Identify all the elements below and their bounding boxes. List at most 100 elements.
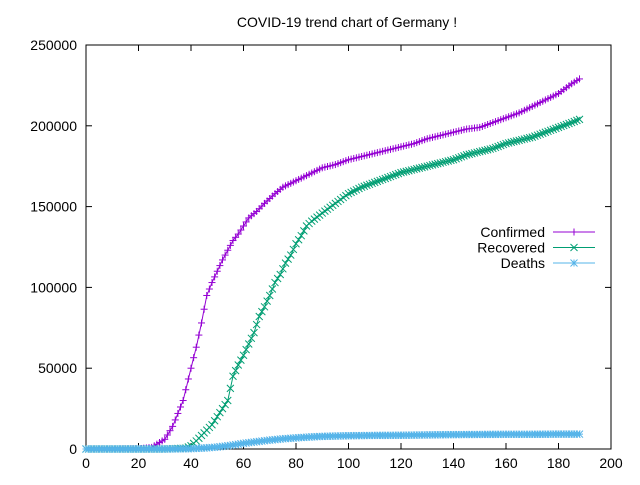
data-point (163, 431, 171, 439)
data-point (554, 123, 563, 132)
data-point (286, 251, 295, 259)
data-point (219, 256, 226, 264)
series-confirmed (82, 75, 583, 453)
data-point (365, 180, 374, 189)
data-point (441, 157, 450, 166)
data-point (213, 412, 222, 421)
data-point (373, 177, 382, 186)
data-point (452, 154, 460, 163)
data-point (221, 251, 229, 259)
data-point (494, 142, 502, 151)
data-point (169, 422, 177, 430)
y-tick-label: 100000 (30, 279, 77, 295)
data-point (570, 259, 578, 267)
x-tick-label: 120 (389, 455, 413, 471)
data-point (210, 416, 219, 425)
data-point (507, 138, 516, 147)
data-point (234, 230, 242, 238)
data-point (247, 334, 256, 343)
data-point (203, 291, 211, 299)
data-point (391, 170, 400, 179)
data-point (190, 354, 198, 362)
data-point (447, 156, 455, 165)
data-point (174, 409, 182, 417)
data-point (242, 218, 250, 226)
data-point (418, 163, 426, 172)
data-point (525, 133, 534, 142)
data-point (502, 139, 510, 148)
data-point (481, 146, 489, 155)
data-point (575, 115, 584, 124)
data-point (187, 364, 195, 372)
legend-label: Confirmed (480, 224, 545, 240)
x-tick-label: 40 (183, 455, 199, 471)
data-point (462, 151, 471, 159)
data-point (273, 274, 282, 283)
data-point (289, 245, 298, 254)
series-deaths (82, 430, 584, 453)
data-point (271, 278, 279, 287)
data-point (576, 75, 583, 83)
data-point (260, 302, 269, 311)
data-point (552, 124, 560, 133)
data-point (407, 166, 416, 174)
data-point (240, 222, 247, 230)
data-point (546, 126, 555, 135)
data-point (565, 119, 573, 128)
data-point (161, 435, 169, 443)
data-point (562, 120, 571, 129)
y-axis: 0 50000 100000 150000 200000 250000 (30, 37, 611, 457)
data-point (177, 403, 184, 411)
data-point (376, 176, 384, 185)
data-point (344, 189, 353, 198)
data-point (200, 305, 208, 313)
data-point (394, 169, 403, 178)
data-point (192, 343, 200, 351)
data-point (297, 231, 306, 240)
data-point (205, 285, 213, 293)
y-tick-label: 50000 (38, 360, 77, 376)
data-point (475, 147, 484, 156)
data-point (284, 255, 292, 263)
data-point (433, 159, 442, 168)
data-point (229, 372, 237, 381)
data-point (213, 267, 221, 275)
data-point (263, 297, 271, 305)
data-point (399, 168, 408, 176)
data-point (182, 386, 190, 394)
data-point (294, 235, 303, 244)
x-tick-label: 160 (494, 455, 518, 471)
data-point (570, 117, 579, 126)
x-tick-label: 140 (442, 455, 466, 471)
data-point (195, 331, 203, 339)
data-point (510, 137, 518, 146)
x-tick-label: 100 (337, 455, 361, 471)
data-point (504, 139, 513, 147)
x-tick-label: 180 (547, 455, 571, 471)
data-point (239, 351, 248, 360)
data-point (496, 141, 505, 150)
data-point (405, 166, 413, 175)
data-point (557, 122, 565, 131)
data-point (541, 128, 550, 137)
data-point (237, 356, 245, 364)
data-point (420, 162, 429, 171)
data-point (355, 184, 363, 193)
data-point (258, 307, 266, 316)
data-point (491, 143, 500, 152)
data-point (216, 408, 224, 417)
data-point (431, 160, 439, 169)
data-point (460, 152, 468, 160)
data-point (536, 130, 544, 139)
data-point (489, 144, 497, 153)
data-point (523, 134, 531, 143)
data-point (486, 145, 495, 153)
data-point (234, 361, 243, 369)
data-point (250, 328, 258, 337)
chart-title: COVID-19 trend chart of Germany ! (237, 14, 457, 30)
data-point (226, 241, 234, 249)
data-point (216, 262, 224, 270)
data-point (439, 158, 447, 167)
data-point (268, 285, 277, 293)
